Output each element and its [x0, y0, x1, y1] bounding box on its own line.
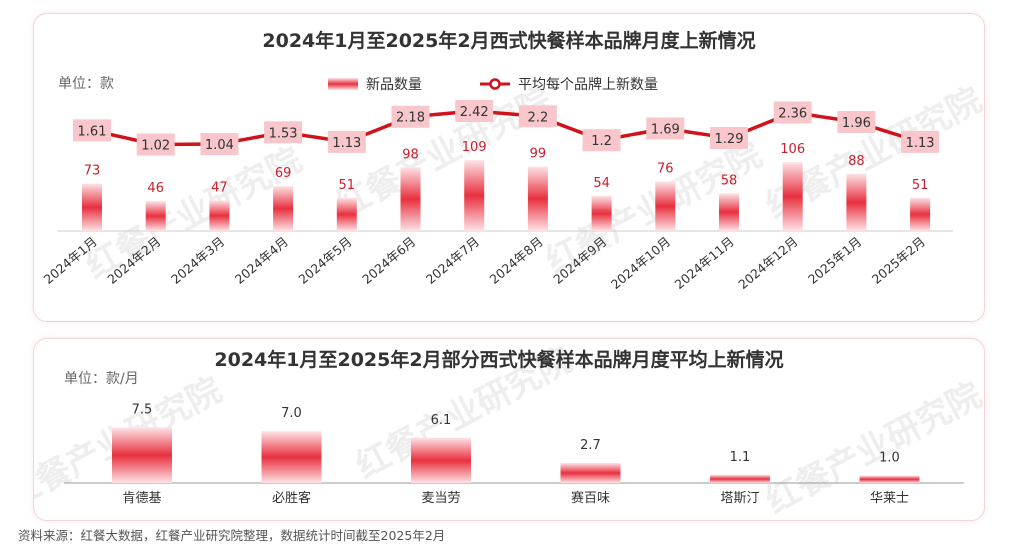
- x-tick-label: 2025年1月: [805, 234, 864, 287]
- x-tick-label: 2024年5月: [295, 234, 354, 287]
- legend-label-line: 平均每个品牌上新数量: [518, 76, 658, 93]
- new-products-bar: [782, 162, 803, 231]
- x-tick-label: 必胜客: [272, 490, 311, 506]
- bar-value-label: 47: [211, 180, 228, 195]
- line-value-box: [391, 105, 430, 128]
- line-value-label: 1.29: [715, 132, 744, 147]
- bar-value-label: 1.0: [879, 451, 900, 466]
- new-products-bar: [719, 193, 739, 231]
- bar-value-label: 73: [84, 164, 101, 179]
- bar-value-label: 7.5: [132, 403, 153, 418]
- line-value-box: [136, 133, 175, 156]
- chart-title: 2024年1月至2025年2月部分西式快餐样本品牌月度平均上新情况: [214, 348, 783, 371]
- bar-value-label: 6.1: [431, 413, 452, 428]
- x-tick-label: 赛百味: [571, 490, 610, 506]
- bar-value-label: 99: [530, 147, 547, 162]
- line-value-box: [710, 127, 748, 150]
- bar-value-label: 58: [721, 173, 738, 188]
- x-tick-label: 麦当劳: [421, 490, 460, 506]
- line-value-box: [200, 133, 239, 156]
- line-value-label: 1.04: [205, 138, 234, 153]
- x-tick-label: 2024年6月: [359, 234, 418, 287]
- bar-value-label: 51: [339, 178, 356, 193]
- line-value-box: [582, 129, 621, 152]
- new-products-bar: [273, 186, 294, 231]
- line-value-label: 1.13: [906, 136, 935, 151]
- chart-title: 2024年1月至2025年2月西式快餐样本品牌月度上新情况: [262, 29, 755, 52]
- new-products-bar: [910, 197, 931, 231]
- legend-bar-swatch: [328, 78, 358, 90]
- line-value-label: 1.69: [651, 122, 680, 137]
- new-products-bar: [464, 160, 485, 231]
- line-value-box: [455, 100, 494, 122]
- new-products-bar: [336, 197, 357, 231]
- line-value-label: 2.36: [778, 106, 807, 121]
- line-value-box: [773, 101, 812, 124]
- brand-average-bar: [261, 431, 322, 483]
- line-value-box: [73, 119, 111, 142]
- legend-label-bars: 新品数量: [366, 77, 422, 93]
- line-value-label: 1.96: [842, 116, 871, 131]
- bar-value-label: 69: [275, 166, 292, 181]
- new-products-bar: [655, 181, 676, 231]
- x-tick-label: 2025年2月: [869, 234, 928, 287]
- bar-value-label: 46: [147, 181, 164, 196]
- bar-value-label: 7.0: [281, 406, 302, 421]
- line-value-label: 1.61: [78, 124, 107, 139]
- brand-average-bar: [411, 437, 471, 483]
- bar-value-label: 88: [848, 154, 865, 169]
- line-value-box: [646, 117, 685, 140]
- source-footnote: 资料来源：红餐大数据，红餐产业研究院整理，数据统计时间截至2025年2月: [18, 528, 446, 543]
- line-value-label: 1.53: [269, 126, 298, 141]
- brand-average-bar: [112, 427, 172, 483]
- unit-label: 单位：款/月: [64, 371, 139, 387]
- monthly-chart-panel: 红餐产业研究院 红餐产业研究院 红餐产业研究院 红餐产业研究院 2024年1月至202…: [33, 13, 985, 322]
- legend: 新品数量 平均每个品牌上新数量: [328, 76, 658, 93]
- line-value-box: [327, 130, 366, 153]
- bar-value-label: 98: [402, 147, 419, 162]
- new-products-bar: [846, 173, 867, 231]
- bar-value-label: 109: [462, 140, 487, 155]
- bar-value-label: 54: [593, 176, 610, 191]
- line-value-label: 1.02: [141, 139, 170, 154]
- x-tick-label: 2024年7月: [423, 234, 482, 287]
- x-tick-label: 2024年4月: [232, 234, 291, 287]
- line-value-box: [264, 121, 303, 144]
- bar-value-label: 106: [780, 142, 805, 157]
- line-value-label: 2.2: [528, 110, 549, 125]
- x-tick-label: 2024年11月: [672, 234, 737, 292]
- line-value-box: [837, 111, 876, 134]
- line-value-label: 2.42: [460, 105, 489, 120]
- new-products-bar: [209, 200, 230, 231]
- line-value-label: 1.2: [591, 134, 612, 149]
- new-products-bar: [591, 195, 612, 231]
- new-products-bar: [527, 166, 548, 231]
- x-tick-label: 华莱士: [870, 491, 909, 506]
- x-tick-label: 肯德基: [122, 491, 161, 506]
- brand-average-bar: [859, 475, 920, 483]
- unit-label: 单位：款: [58, 76, 114, 92]
- bar-value-label: 2.7: [580, 438, 601, 453]
- line-value-label: 2.18: [396, 111, 425, 126]
- watermark-text: 红餐产业研究院: [329, 80, 558, 227]
- bar-value-label: 1.1: [730, 450, 751, 465]
- new-products-bar: [82, 183, 102, 231]
- line-value-label: 1.13: [332, 136, 361, 151]
- bar-value-label: 76: [657, 162, 674, 177]
- brand-average-bar: [560, 463, 621, 483]
- brand-average-bar: [710, 474, 770, 483]
- legend-line-marker: [489, 78, 501, 90]
- x-tick-label: 塔斯汀: [720, 491, 759, 506]
- x-tick-label: 2024年8月: [487, 234, 546, 287]
- x-tick-label: 2024年12月: [735, 234, 800, 292]
- new-products-bar: [145, 201, 166, 231]
- bar-value-label: 51: [912, 178, 929, 193]
- line-value-box: [518, 105, 557, 128]
- line-value-box: [901, 130, 940, 153]
- new-products-bar: [400, 167, 421, 231]
